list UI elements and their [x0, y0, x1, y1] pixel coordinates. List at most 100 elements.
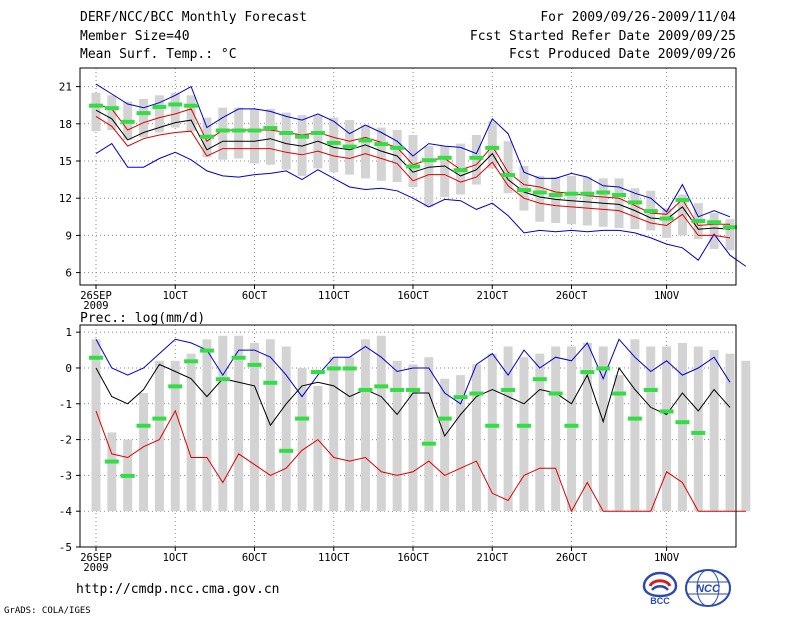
panel1-observed-marker — [247, 128, 262, 133]
panel2-spread-bar — [202, 339, 212, 512]
panel1-observed-marker — [627, 200, 642, 205]
panel1-observed-marker — [215, 128, 230, 133]
panel2-ytick-label: 1 — [65, 326, 72, 339]
panel2-observed-marker — [421, 441, 436, 446]
panel2-spread-bar — [709, 350, 719, 512]
panel2-observed-marker — [390, 387, 405, 392]
panel2-observed-marker — [358, 387, 373, 392]
panel1-xtick-label: 11OCT — [318, 290, 350, 302]
panel2-spread-bar — [234, 335, 244, 512]
panel2-frame — [79, 324, 737, 548]
panel2-xtick-label: 21OCT — [476, 552, 508, 564]
panel2-spread-bar — [218, 335, 228, 512]
panel2-observed-marker — [104, 459, 119, 464]
panel2-spread-bar — [360, 339, 370, 512]
panel1-observed-marker — [358, 138, 373, 143]
panel1-spread-bar — [313, 115, 323, 169]
panel1-observed-marker — [184, 103, 199, 108]
panel1-observed-marker — [231, 128, 246, 133]
panel2-spread-bar — [725, 353, 735, 512]
panel2-spread-bar — [424, 357, 434, 512]
bcc-logo-text: BCC — [650, 596, 670, 606]
panel1-spread-bar — [107, 95, 117, 130]
panel2-spread-bar — [630, 339, 640, 512]
panel1-observed-marker — [548, 192, 563, 197]
panel2-spread-bar — [376, 335, 386, 512]
panel2-spread-bar — [186, 353, 196, 512]
panel2-observed-marker — [199, 348, 214, 353]
panel2-ytick-label: -5 — [59, 541, 72, 554]
panel2-observed-marker — [247, 362, 262, 367]
panel1-spread-bar — [535, 175, 545, 222]
panel1-observed-marker — [659, 216, 674, 221]
panel2-observed-marker — [279, 448, 294, 453]
panel2-spread-bar — [440, 378, 450, 512]
panel2-spread-bar — [154, 360, 164, 512]
panel2-observed-marker — [453, 395, 468, 400]
panel2-observed-marker — [184, 359, 199, 364]
panel2-spread-bar — [107, 432, 117, 512]
panel1-spread-bar — [218, 107, 228, 160]
panel1-spread-bar — [186, 95, 196, 132]
chart-title: DERF/NCC/BCC Monthly Forecast — [80, 10, 307, 25]
panel1-spread-bar — [376, 127, 386, 181]
panel1-observed-marker — [168, 102, 183, 107]
panel2-spread-bar — [456, 375, 466, 512]
panel1-observed-marker — [104, 106, 119, 111]
panel1-spread-bar — [297, 115, 307, 176]
panel2-observed-marker — [691, 430, 706, 435]
panel2-observed-marker — [596, 366, 611, 371]
panel2-observed-marker — [263, 380, 278, 385]
panel2-ytick-label: -4 — [59, 505, 73, 518]
panel1-spread-bar — [487, 121, 497, 169]
panel2-ytick-label: -2 — [59, 434, 72, 447]
panel1-spread-bar — [725, 219, 735, 251]
panel2-spread-bar — [503, 346, 513, 512]
panel2-observed-marker — [516, 423, 531, 428]
panel1-spread-bar — [234, 107, 244, 159]
panel2-observed-marker — [659, 409, 674, 414]
grads-credit: GrADS: COLA/IGES — [4, 606, 91, 616]
panel2-spread-bar — [471, 364, 481, 512]
panel2-spread-bar — [646, 346, 656, 512]
panel2-spread-bar — [345, 357, 355, 512]
panel1-xtick-label: 26OCT — [556, 290, 588, 302]
panel2-xtick-label: 6OCT — [242, 552, 268, 564]
panel1-spread-bar — [551, 177, 561, 223]
panel2-observed-marker — [374, 384, 389, 389]
panel2-observed-marker — [501, 387, 516, 392]
panel2-spread-bar — [170, 360, 180, 512]
panel2-spread-bar — [614, 375, 624, 512]
panel1-spread-bar — [360, 125, 370, 179]
panel1-ytick-label: 9 — [65, 229, 72, 242]
panel1-observed-marker — [643, 209, 658, 214]
panel2-ytick-label: -1 — [59, 398, 72, 411]
panel2-observed-marker — [612, 391, 627, 396]
panel1-spread-bar — [139, 99, 149, 138]
panel2-spread-bar — [392, 360, 402, 512]
panel1-xtick-label: 6OCT — [242, 290, 268, 302]
panel2-spread-bar — [582, 342, 592, 512]
panel1-spread-bar — [265, 108, 275, 165]
panel2-observed-marker — [469, 391, 484, 396]
panel1-observed-marker — [485, 145, 500, 150]
panel1-xtick-label: 1OCT — [163, 290, 189, 302]
panel1-xtick-label: 21OCT — [476, 290, 508, 302]
panel1-observed-marker — [675, 197, 690, 202]
panel1-spread-bar — [250, 108, 259, 164]
panel1-observed-marker — [263, 126, 278, 131]
panel1-observed-marker — [501, 173, 516, 178]
panel2-observed-marker — [231, 355, 246, 360]
panel1-spread-bar — [91, 92, 101, 132]
panel2-observed-marker — [215, 377, 230, 382]
panel1-spread-bar — [614, 178, 624, 228]
panel1-spread-bar — [154, 95, 164, 133]
panel1-spread-bar — [567, 175, 576, 225]
panel2-spread-bar — [91, 339, 101, 512]
panel1-spread-bar — [440, 146, 450, 197]
panel2-ytick-label: 0 — [65, 362, 72, 375]
panel1-spread-bar — [281, 112, 291, 170]
panel2-observed-marker — [295, 416, 310, 421]
source-url[interactable]: http://cmdp.ncc.cma.gov.cn — [76, 582, 280, 597]
panel2-spread-bar — [693, 346, 703, 512]
